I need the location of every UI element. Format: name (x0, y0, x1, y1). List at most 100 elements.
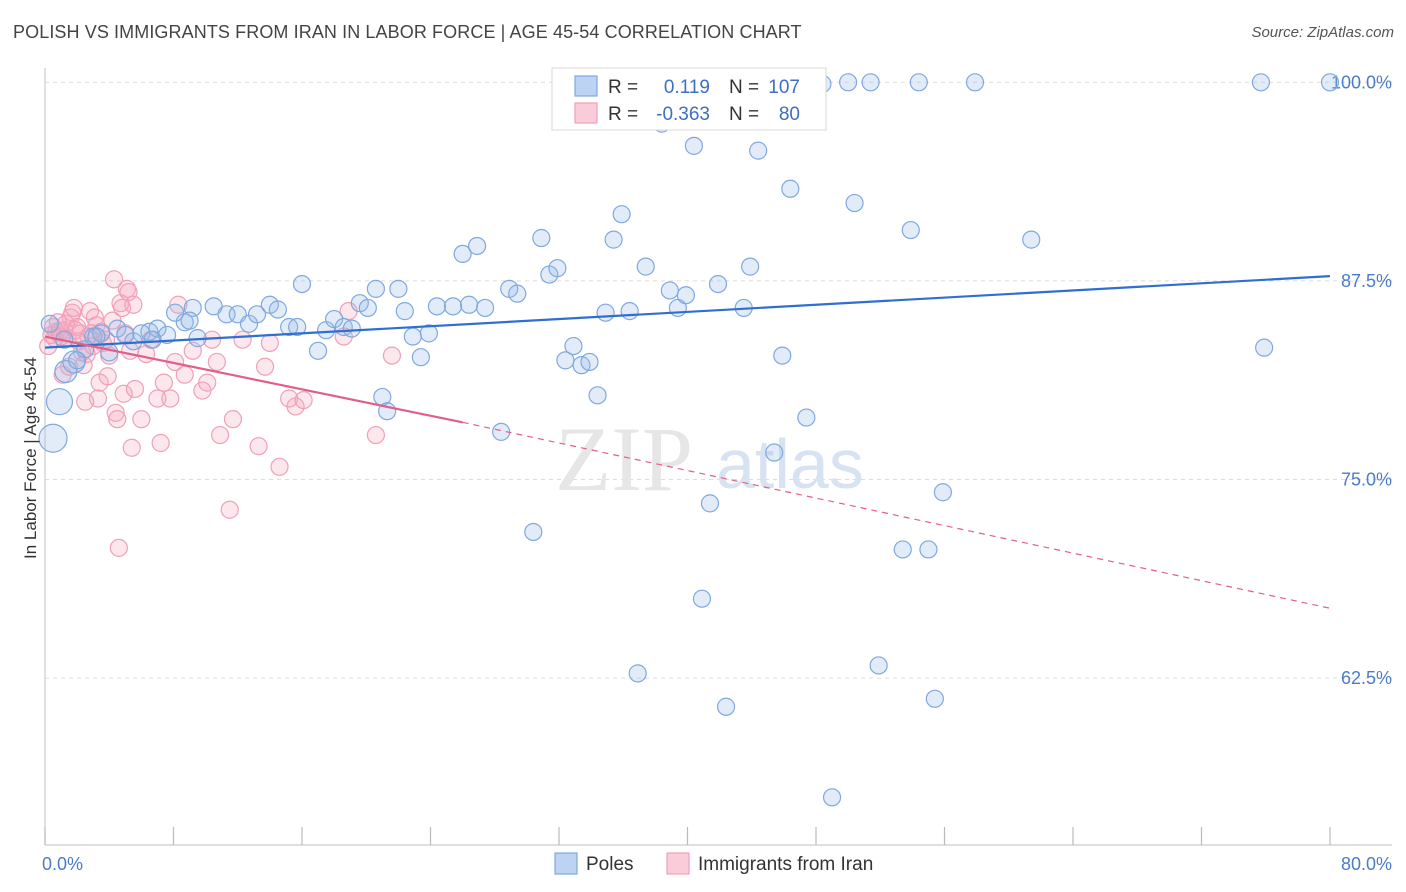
legend-n-value-iran: 80 (779, 104, 800, 125)
point-poles (342, 319, 361, 338)
point-iran (207, 352, 226, 372)
watermark-atlas: atlas (716, 425, 864, 503)
point-iran (106, 403, 125, 422)
point-poles (308, 341, 328, 360)
point-poles (596, 303, 615, 322)
point-poles (548, 259, 567, 278)
point-poles (901, 220, 920, 240)
y-axis-label: In Labor Force | Age 45-54 (21, 357, 40, 559)
point-poles (157, 325, 177, 345)
point-iran (198, 373, 217, 392)
point-iran (109, 538, 128, 557)
point-poles (524, 522, 543, 542)
point-poles (419, 324, 438, 343)
point-poles (869, 656, 888, 675)
point-poles (411, 348, 430, 367)
point-poles (40, 314, 59, 333)
point-iran (64, 298, 84, 318)
point-poles (1320, 73, 1340, 92)
trend-line-poles (44, 275, 1331, 349)
legend-poles-swatch (574, 75, 598, 97)
legend-iran-swatch (574, 102, 598, 124)
legend-r-value-iran: -0.363 (656, 104, 710, 125)
point-poles (692, 589, 712, 608)
point-poles (919, 540, 938, 559)
point-poles (845, 193, 864, 213)
point-iran (161, 389, 180, 408)
point-iran (223, 410, 243, 429)
point-poles (45, 388, 74, 416)
bottom-legend-poles-label: Poles (586, 854, 634, 875)
point-poles (797, 408, 816, 427)
point-poles (765, 443, 784, 462)
point-iran (122, 438, 141, 457)
point-poles (68, 351, 87, 370)
x-tick-label-min: 0.0% (42, 854, 83, 874)
point-poles (288, 317, 307, 337)
grid (45, 81, 1392, 679)
point-poles (628, 664, 647, 683)
point-poles (247, 305, 267, 324)
point-iran (294, 390, 313, 410)
series-iran (39, 270, 402, 557)
point-poles (508, 284, 527, 303)
point-iran (117, 279, 137, 298)
point-iran (125, 379, 145, 399)
point-iran (112, 298, 132, 318)
point-iran (220, 500, 239, 519)
point-poles (38, 423, 68, 453)
point-poles (403, 327, 422, 346)
point-poles (965, 73, 985, 92)
trend-line-iran (44, 335, 463, 424)
bottom-legend: Poles Immigrants from Iran (554, 852, 873, 875)
point-poles (684, 136, 704, 155)
point-poles (660, 281, 679, 300)
legend-n-label-2: N = (729, 104, 759, 125)
source-label: Source: ZipAtlas.com (1251, 24, 1394, 41)
bottom-legend-iran-swatch (666, 852, 690, 875)
point-poles (781, 179, 800, 198)
point-poles (443, 297, 463, 316)
point-poles (143, 330, 162, 349)
y-tick-label: 100.0% (1331, 72, 1392, 92)
point-poles (620, 302, 639, 321)
point-poles (389, 279, 408, 298)
point-poles (588, 386, 607, 405)
point-iran (382, 346, 402, 365)
point-poles (532, 228, 551, 248)
point-poles (453, 244, 472, 264)
point-iran (270, 457, 289, 476)
point-iran (124, 295, 143, 314)
point-poles (708, 274, 728, 294)
point-poles (427, 297, 447, 316)
point-iran (233, 330, 252, 349)
point-iran (154, 373, 173, 392)
y-tick-label: 87.5% (1341, 271, 1392, 291)
trend-lines (44, 275, 1331, 609)
point-poles (604, 230, 623, 249)
point-iran (88, 389, 108, 408)
legend-n-label-1: N = (729, 77, 759, 98)
point-iran (210, 425, 230, 445)
point-poles (909, 73, 928, 92)
point-poles (87, 327, 106, 346)
point-iran (249, 437, 268, 456)
point-iran (108, 410, 127, 429)
point-poles (358, 298, 377, 318)
point-poles (467, 236, 487, 256)
point-poles (839, 73, 858, 92)
point-poles (366, 279, 385, 298)
point-iran (175, 365, 194, 384)
point-iran (255, 357, 275, 376)
point-poles (564, 336, 583, 356)
point-poles (636, 257, 655, 276)
point-poles (268, 300, 288, 319)
point-poles (100, 343, 119, 362)
point-poles (773, 346, 792, 365)
point-iran (104, 270, 124, 289)
point-poles (716, 697, 736, 716)
point-iran (151, 433, 170, 453)
point-poles (700, 494, 720, 513)
point-poles (749, 141, 768, 160)
